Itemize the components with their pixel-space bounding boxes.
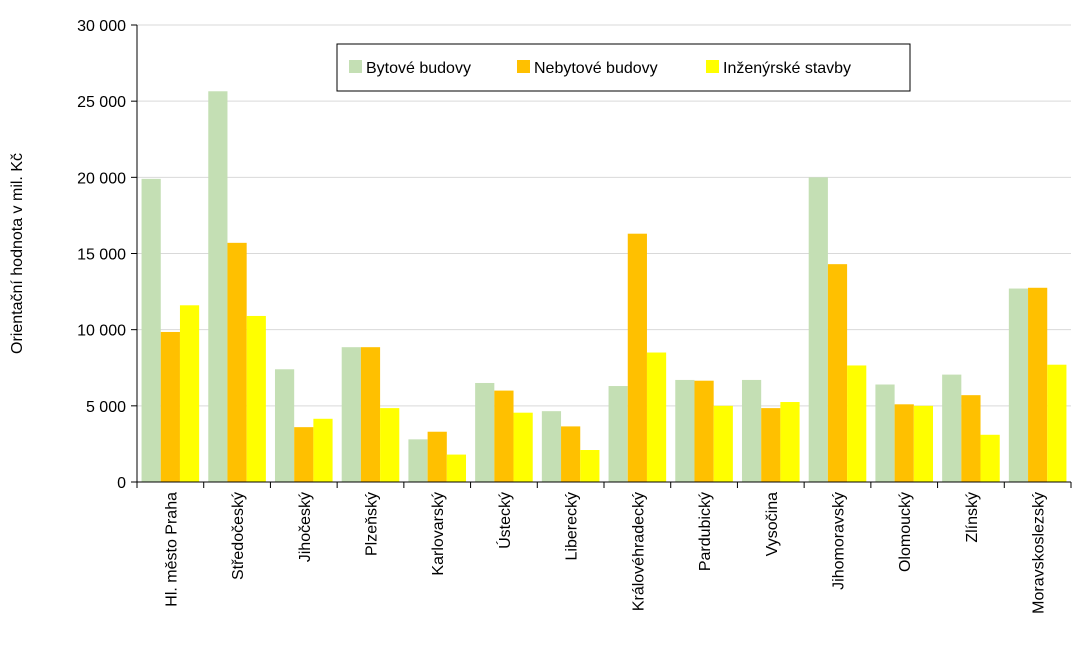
legend-swatch [706, 60, 719, 73]
bar [713, 405, 733, 482]
bar [780, 402, 800, 482]
legend-label: Nebytové budovy [534, 60, 658, 77]
y-tick-label: 10 000 [77, 323, 126, 340]
bar [427, 431, 447, 482]
bar [513, 412, 533, 482]
bar [761, 408, 781, 482]
legend-box [336, 43, 911, 92]
x-category-label: Zlínský [964, 492, 981, 543]
bar [608, 386, 628, 482]
bar [408, 439, 428, 482]
bar [894, 404, 914, 482]
bar [580, 450, 600, 482]
bar [646, 352, 667, 482]
bar [913, 405, 934, 482]
bar [294, 427, 314, 482]
bar [961, 395, 981, 482]
bar [541, 411, 562, 482]
legend-label: Inženýrské stavby [723, 60, 851, 77]
x-category-label: Jihomoravský [831, 492, 848, 590]
y-tick-label: 30 000 [77, 18, 126, 35]
y-tick-label: 0 [117, 475, 126, 492]
bars [141, 91, 1067, 483]
y-tick-label: 15 000 [77, 247, 126, 264]
legend: Bytové budovy Nebytové budovy Inženýrské s… [336, 43, 911, 92]
bar [875, 384, 895, 482]
bar [1028, 287, 1048, 482]
bar [160, 331, 180, 482]
bar [246, 315, 266, 482]
bar [827, 264, 848, 482]
axes [131, 24, 1072, 488]
x-category-label: Liberecký [564, 492, 581, 560]
x-category-label: Olomoucký [897, 492, 914, 572]
bar [808, 177, 828, 483]
x-category-label: Ústecký [495, 492, 514, 549]
y-tick-labels: 0 5 000 10 000 15 000 20 000 25 000 30 000 [77, 18, 126, 492]
x-category-label: Královéhradecký [630, 492, 647, 611]
legend-swatch [349, 60, 362, 73]
bar [942, 374, 962, 482]
y-tick-label: 25 000 [77, 94, 126, 111]
y-tick-label: 20 000 [77, 170, 126, 187]
bar [360, 347, 381, 482]
x-category-label: Karlovarský [430, 492, 447, 576]
bar [694, 380, 714, 482]
bar [380, 408, 400, 482]
bar [341, 347, 361, 482]
bar [1047, 364, 1067, 482]
bar [141, 178, 161, 482]
bar [627, 233, 647, 482]
bar [1008, 288, 1029, 482]
bar [561, 426, 581, 482]
bar [274, 369, 295, 482]
bar [475, 382, 495, 482]
x-category-label: Plzeňský [364, 492, 381, 556]
x-category-label: Pardubický [697, 492, 714, 571]
y-axis-title: Orientační hodnota v mil. Kč [9, 153, 26, 354]
bar [179, 305, 200, 482]
bar [208, 91, 228, 482]
bar [675, 379, 695, 482]
bar [446, 454, 467, 482]
bar [847, 365, 867, 482]
bar [741, 379, 762, 482]
y-tick-label: 5 000 [86, 399, 126, 416]
x-category-label: Vysočina [764, 492, 781, 556]
bar [313, 418, 333, 482]
legend-swatch [517, 60, 530, 73]
x-category-label: Jihočeský [297, 492, 314, 562]
x-category-label: Moravskoslezský [1031, 492, 1048, 614]
legend-label: Bytové budovy [366, 60, 471, 77]
bar [494, 390, 514, 482]
x-category-labels: Hl. město Praha Středočeský Jihočeský Plzeň… [163, 492, 1047, 614]
bar [980, 434, 1000, 482]
bar [227, 242, 247, 482]
x-category-label: Hl. město Praha [163, 492, 180, 607]
x-category-label: Středočeský [230, 492, 247, 580]
